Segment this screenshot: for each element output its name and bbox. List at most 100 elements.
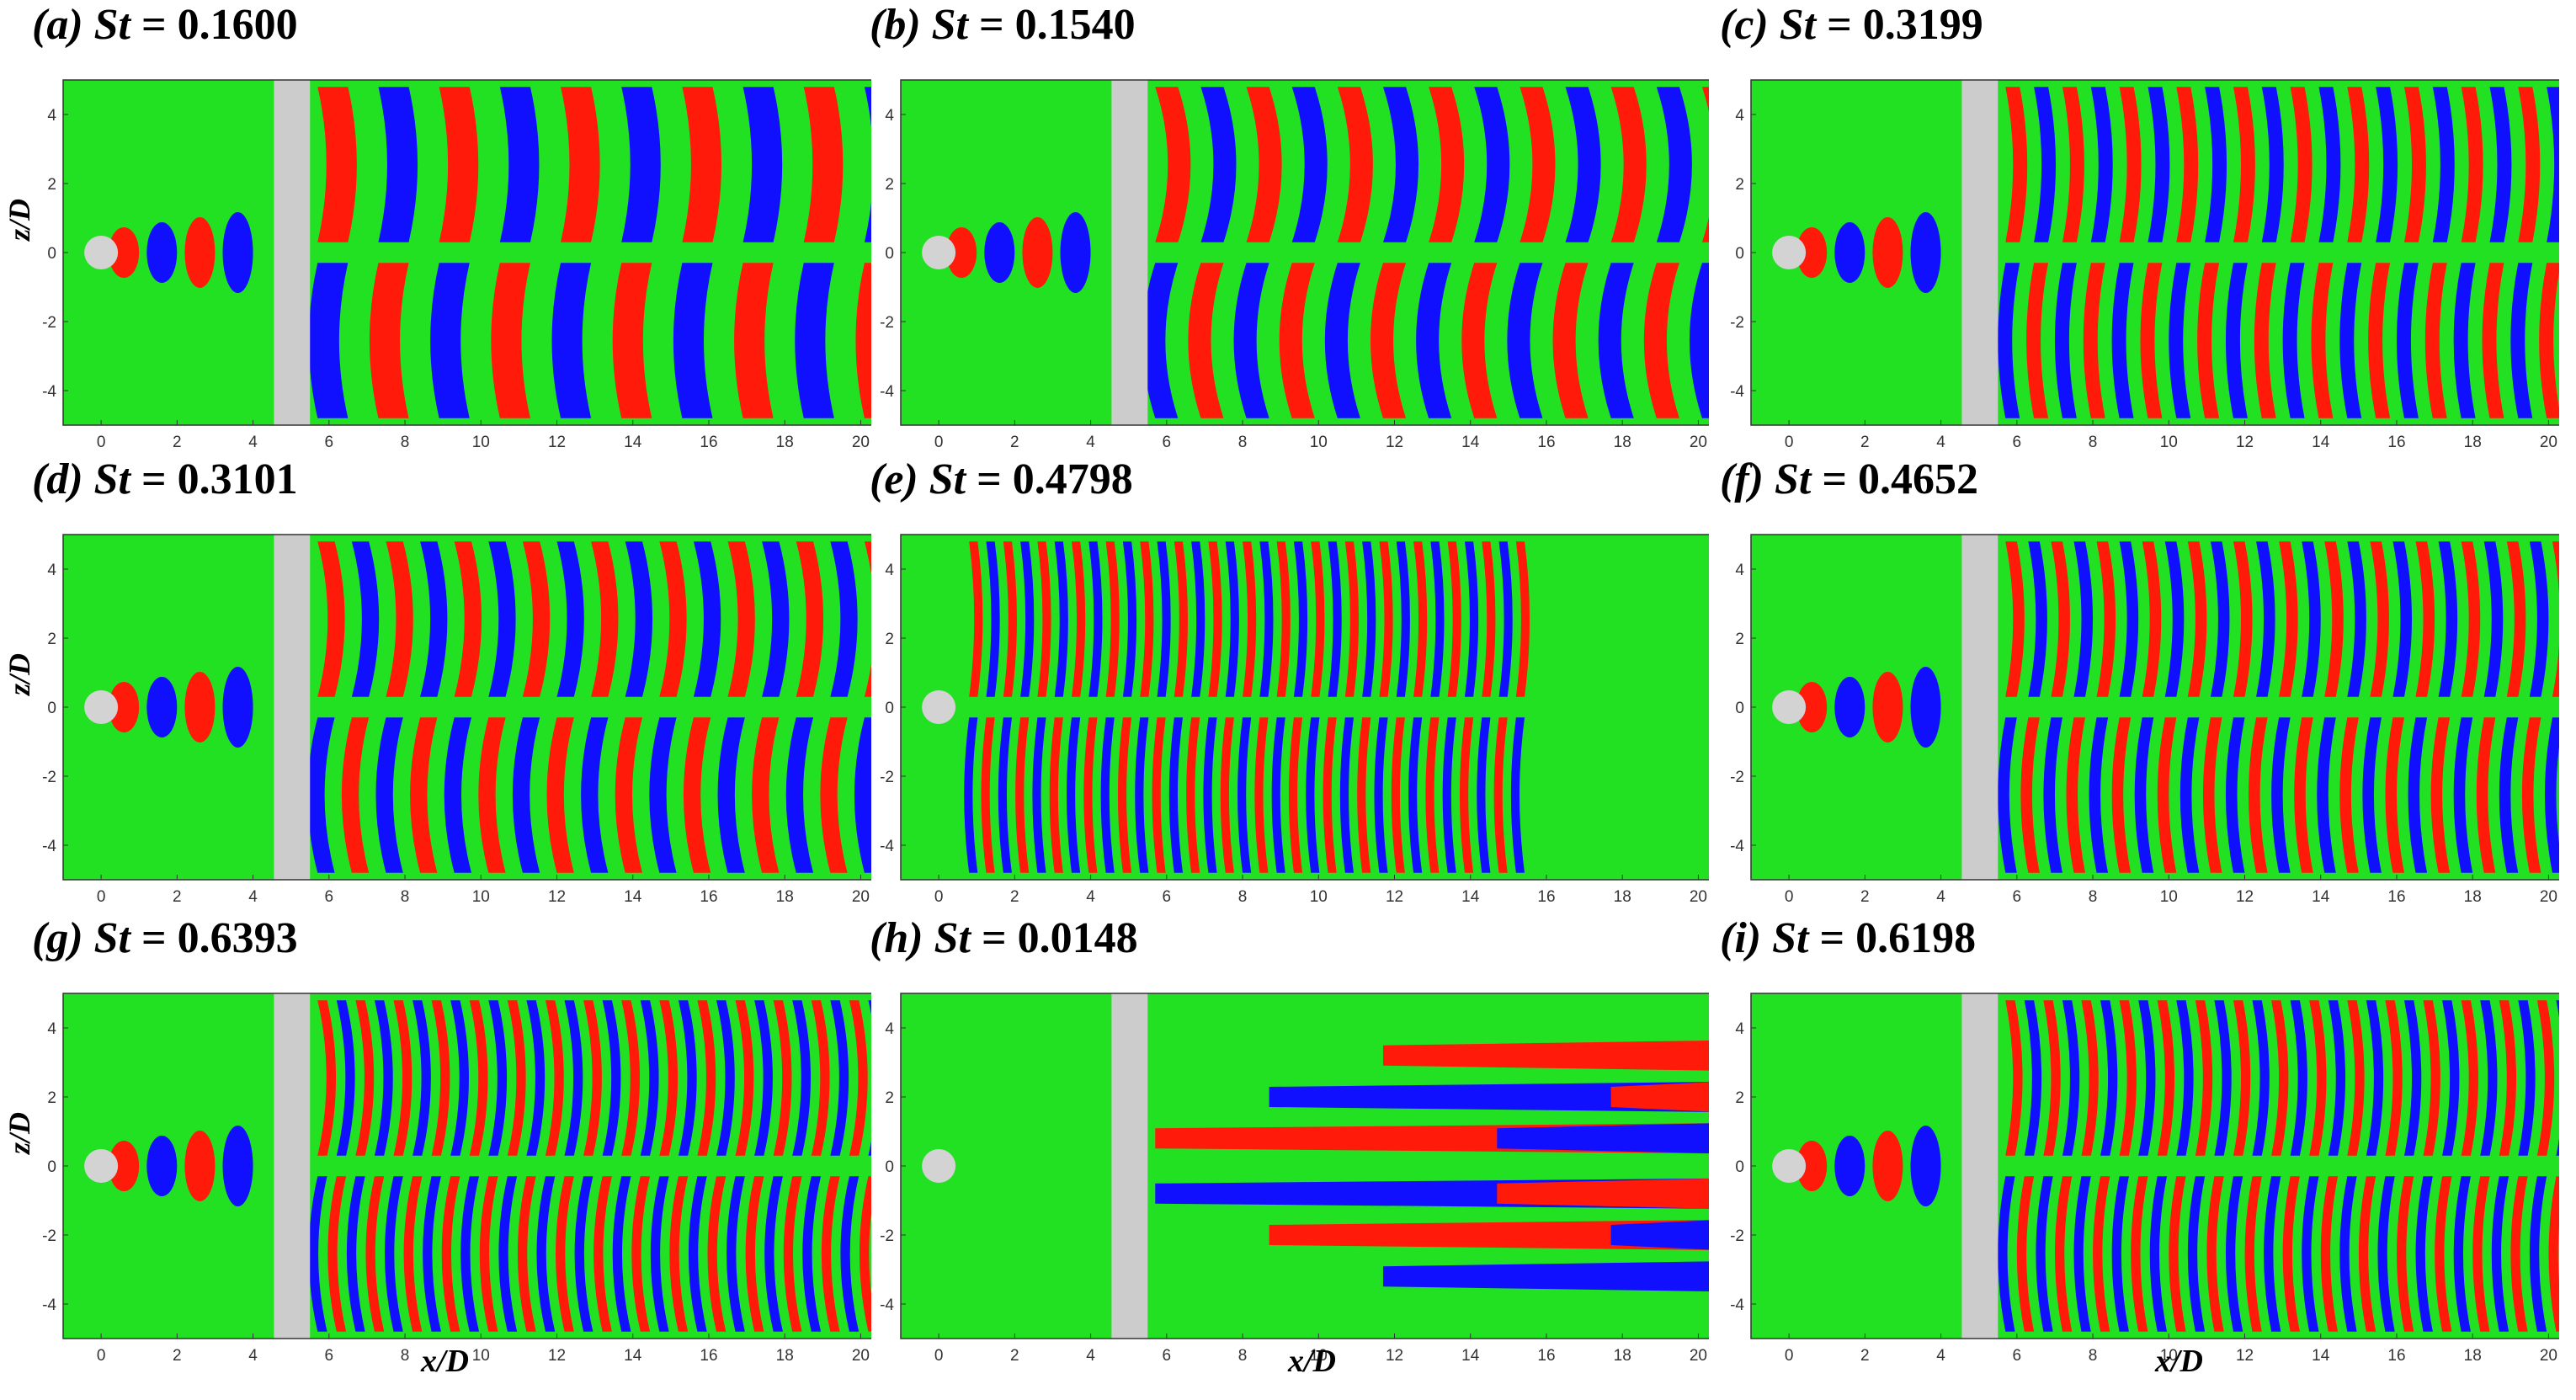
- strouhal-value: 0.4798: [1012, 455, 1133, 503]
- vortex-band: [2134, 717, 2154, 873]
- vortex-band: [2197, 263, 2220, 418]
- vortex-band: [2028, 541, 2047, 697]
- y-tick-label: 0: [47, 245, 56, 263]
- y-tick-label: 0: [1735, 245, 1744, 263]
- vortex-band: [308, 263, 349, 418]
- x-tick-label: 4: [1086, 434, 1095, 451]
- vortex-band: [2539, 263, 2559, 418]
- vortex-band: [2438, 541, 2458, 697]
- vortex-band: [2435, 1176, 2452, 1332]
- panel-label: (d): [32, 455, 83, 503]
- vortex-band: [2081, 1000, 2099, 1156]
- x-tick-label: 16: [1537, 1347, 1555, 1365]
- vortex-band: [864, 87, 871, 242]
- vortex-band: [308, 1176, 327, 1332]
- vortex-band: [631, 1176, 651, 1332]
- vortex-band: [669, 1176, 689, 1332]
- vortex-band: [2415, 541, 2435, 697]
- vortex-band: [1391, 717, 1405, 873]
- vortex-band: [2142, 541, 2162, 697]
- wake-vortex: [946, 227, 977, 278]
- vortex-band: [1100, 717, 1115, 873]
- vortex-band: [2043, 717, 2062, 873]
- cylinder: [1772, 236, 1807, 269]
- wake-vortex: [146, 222, 178, 283]
- x-tick-label: 18: [1614, 1347, 1631, 1365]
- vortex-band: [2397, 1176, 2414, 1332]
- x-tick-label: 10: [1310, 888, 1328, 906]
- x-tick-label: 20: [1690, 1347, 1707, 1365]
- vortex-band: [1324, 263, 1360, 418]
- vortex-band: [745, 1176, 764, 1332]
- vortex-band: [764, 1176, 783, 1332]
- y-tick-label: 4: [47, 107, 56, 125]
- vortex-band: [2424, 263, 2447, 418]
- wake-vortex: [109, 227, 140, 278]
- x-tick-label: 0: [934, 888, 944, 906]
- vortex-band: [1382, 87, 1419, 242]
- panel-label: (b): [870, 1, 921, 49]
- x-tick-label: 8: [2089, 1347, 2098, 1365]
- vortex-band: [969, 541, 983, 697]
- vortex-band: [1271, 717, 1285, 873]
- vortex-band: [2370, 541, 2389, 697]
- vortex-band: [1396, 541, 1410, 697]
- vortex-band: [2510, 263, 2533, 418]
- vortex-band: [716, 1000, 735, 1156]
- vortex-band: [762, 541, 790, 697]
- vortex-band: [1339, 717, 1355, 873]
- vortex-band: [717, 717, 745, 873]
- x-tick-label: 16: [1537, 888, 1555, 906]
- x-tick-label: 14: [1461, 434, 1480, 451]
- vortex-band: [998, 717, 1012, 873]
- vortex-band: [439, 87, 479, 242]
- vortex-band: [2179, 717, 2200, 873]
- y-tick-label: -4: [880, 838, 894, 855]
- vortex-band: [785, 717, 814, 873]
- vortex-band: [1482, 541, 1496, 697]
- strouhal-symbol: St: [1779, 1, 1817, 49]
- y-tick-label: -2: [880, 1227, 894, 1245]
- vortex-band: [351, 541, 380, 697]
- x-tick-label: 12: [2236, 888, 2254, 906]
- vortex-band: [2210, 541, 2230, 697]
- vortex-band: [2005, 541, 2025, 697]
- strouhal-symbol: St: [93, 1, 131, 49]
- vortex-band: [2366, 1000, 2384, 1156]
- vortex-band: [2279, 541, 2298, 697]
- x-tick-label: 6: [2013, 888, 2022, 906]
- vortex-band: [1610, 87, 1647, 242]
- vortex-band: [2347, 1000, 2365, 1156]
- vortex-band: [2054, 263, 2077, 418]
- vortex-band: [2261, 87, 2284, 242]
- strouhal-value: 0.1540: [1014, 1, 1136, 49]
- x-tick-label: 0: [97, 1347, 106, 1365]
- x-tick-label: 8: [1238, 888, 1248, 906]
- y-tick-label: 2: [1735, 176, 1744, 194]
- vortex-band: [2482, 263, 2504, 418]
- vortex-band: [488, 541, 516, 697]
- vortex-band: [2206, 1176, 2224, 1332]
- vortex-band: [431, 1000, 450, 1156]
- vortex-band: [1515, 541, 1530, 697]
- vortex-band: [1168, 717, 1183, 873]
- vortex-band: [327, 1176, 347, 1332]
- vortex-band: [403, 1176, 423, 1332]
- x-tick-label: 10: [1310, 1347, 1328, 1365]
- y-tick-label: -4: [1730, 1296, 1744, 1314]
- x-tick-label: 6: [1163, 1347, 1172, 1365]
- x-tick-label: 18: [776, 888, 794, 906]
- x-tick-label: 4: [248, 434, 258, 451]
- vortex-band: [2529, 1176, 2547, 1332]
- y-tick-label: 2: [885, 176, 894, 194]
- vortex-band: [545, 1000, 564, 1156]
- vortex-band: [307, 717, 335, 873]
- y-tick-label: -2: [42, 1227, 56, 1245]
- vortex-band: [2347, 541, 2366, 697]
- vortex-band: [640, 1000, 659, 1156]
- x-tick-label: 18: [1614, 434, 1631, 451]
- vortex-band: [854, 717, 871, 873]
- y-tick-label: -2: [42, 769, 56, 786]
- vortex-band: [2026, 263, 2049, 418]
